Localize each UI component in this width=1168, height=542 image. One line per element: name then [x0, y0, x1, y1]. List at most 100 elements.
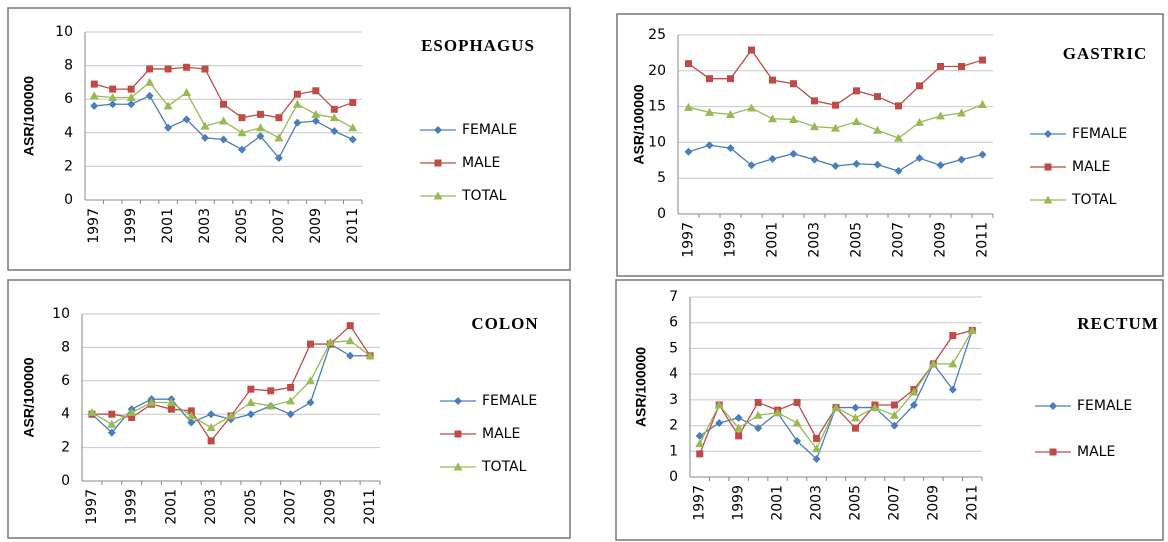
marker: [219, 135, 228, 144]
marker: [773, 408, 783, 417]
x-tick-label: 2005: [847, 485, 863, 521]
x-tick-label: 2007: [271, 208, 287, 244]
marker: [108, 100, 117, 109]
marker: [267, 387, 275, 395]
marker: [206, 423, 216, 432]
marker: [293, 118, 302, 127]
marker: [727, 75, 734, 83]
marker: [187, 407, 195, 415]
legend-label: TOTAL: [1071, 192, 1117, 208]
marker: [967, 325, 977, 334]
marker: [748, 46, 755, 54]
marker: [346, 322, 354, 330]
marker: [246, 410, 255, 419]
marker: [87, 408, 97, 417]
marker: [831, 123, 840, 132]
marker: [147, 398, 157, 407]
marker: [948, 359, 958, 368]
marker: [894, 167, 903, 176]
marker: [695, 431, 704, 440]
marker: [255, 123, 265, 132]
x-tick-label: 2005: [849, 222, 865, 258]
y-axis-label: ASR/100000: [631, 84, 647, 164]
legend-label: TOTAL: [481, 459, 527, 475]
x-tick-label: 1997: [692, 485, 708, 521]
marker: [890, 421, 899, 430]
y-tick-label: 6: [669, 315, 678, 331]
marker: [287, 383, 295, 391]
chart-title: ESOPHAGUS: [421, 36, 535, 55]
x-tick-label: 1999: [723, 222, 739, 258]
marker: [163, 101, 173, 110]
x-tick-label: 2011: [964, 485, 980, 521]
marker: [957, 108, 966, 117]
marker: [852, 117, 861, 126]
marker: [753, 410, 763, 419]
marker: [812, 444, 822, 453]
y-tick-label: 5: [657, 170, 666, 186]
marker: [810, 122, 819, 131]
marker: [726, 144, 735, 153]
marker: [145, 77, 155, 86]
marker: [734, 423, 744, 432]
x-tick-label: 2009: [925, 485, 941, 521]
y-axis-label: ASR/100000: [21, 357, 37, 437]
x-tick-label: 2007: [283, 489, 299, 525]
y-tick-label: 8: [64, 58, 73, 74]
marker: [706, 75, 713, 83]
marker: [754, 398, 762, 406]
marker: [109, 85, 117, 93]
y-tick-label: 10: [55, 24, 73, 40]
y-tick-label: 15: [648, 99, 666, 115]
marker: [890, 401, 898, 409]
y-tick-label: 8: [61, 339, 70, 355]
y-tick-label: 2: [64, 158, 73, 174]
marker: [219, 116, 228, 125]
marker: [979, 56, 986, 64]
marker: [434, 159, 442, 167]
x-tick-label: 2003: [197, 208, 213, 244]
marker: [274, 133, 284, 142]
x-tick-label: 1997: [681, 222, 697, 258]
y-tick-label: 0: [669, 469, 678, 485]
marker: [789, 149, 798, 158]
marker: [768, 154, 777, 163]
chart-title: COLON: [471, 314, 538, 333]
x-tick-label: 2005: [234, 208, 250, 244]
marker: [164, 123, 173, 132]
marker: [812, 455, 821, 463]
marker: [850, 413, 860, 422]
marker: [286, 396, 296, 405]
marker: [793, 398, 801, 406]
panel-border: [7, 279, 571, 539]
marker: [311, 109, 321, 118]
x-tick-label: 2005: [243, 489, 259, 525]
marker: [958, 63, 965, 71]
x-tick-label: 1999: [731, 485, 747, 521]
marker: [813, 434, 821, 442]
y-tick-label: 6: [61, 373, 70, 389]
marker: [201, 65, 209, 73]
marker: [329, 113, 339, 122]
marker: [1044, 130, 1052, 138]
marker: [851, 424, 859, 432]
marker: [201, 133, 210, 142]
marker: [311, 117, 320, 126]
marker: [164, 65, 172, 73]
marker: [186, 411, 196, 420]
chart-title: RECTUM: [1077, 314, 1159, 333]
y-tick-label: 1: [669, 443, 678, 459]
y-tick-label: 10: [648, 134, 666, 150]
marker: [127, 408, 137, 417]
x-tick-label: 2003: [809, 485, 825, 521]
marker: [107, 419, 117, 428]
marker: [684, 102, 693, 111]
marker: [1049, 402, 1057, 410]
panel-border: [7, 7, 571, 271]
marker: [266, 401, 276, 410]
marker: [108, 410, 116, 418]
marker: [811, 97, 818, 105]
marker: [349, 99, 357, 107]
x-tick-label: 1997: [84, 489, 100, 525]
